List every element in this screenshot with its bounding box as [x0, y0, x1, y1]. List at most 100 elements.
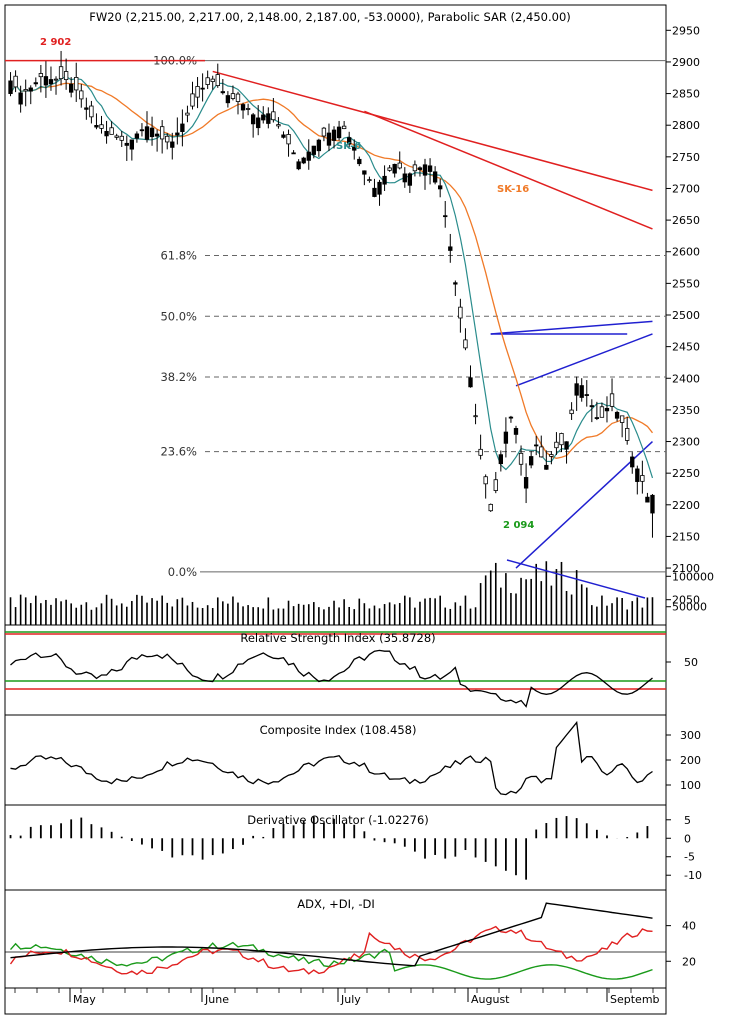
adx-tick-label: 40: [682, 920, 696, 933]
candle-body: [554, 441, 559, 449]
trend-lines: [212, 70, 653, 569]
candle-body: [235, 93, 241, 102]
candle-body: [614, 411, 620, 419]
derivative-tick-label: 5: [684, 814, 691, 827]
plus-di-line: [9, 925, 653, 976]
price-tick-label: 2900: [672, 56, 700, 69]
candle-body: [119, 135, 124, 141]
price-tick-label: 2750: [672, 151, 700, 164]
candle-body: [296, 161, 301, 170]
candle-body: [417, 167, 423, 170]
candle-body: [165, 135, 170, 143]
candle-body: [170, 141, 175, 148]
price-tick-label: 2800: [672, 119, 700, 132]
trend-line: [515, 333, 653, 387]
candle-body: [377, 181, 382, 195]
minus-di-line: [9, 941, 653, 980]
ma-short-line: [9, 75, 654, 479]
candle-body: [528, 456, 534, 466]
price-tick-label: 2150: [672, 530, 700, 543]
candle-body: [574, 383, 579, 396]
candle-body: [619, 415, 625, 423]
price-tick-label: 2350: [672, 404, 700, 417]
price-tick-label: 2250: [672, 467, 700, 480]
candle-body: [569, 409, 574, 415]
candle-body: [382, 175, 387, 185]
candle-body: [488, 503, 493, 512]
rsi-panel: Relative Strength Index (35.8728) 50: [4, 624, 698, 716]
price-tick-label: 2600: [672, 246, 700, 259]
candle-body: [215, 74, 220, 87]
derivative-axis: 5 0 -5 -10: [666, 814, 702, 882]
price-tick-label: 2200: [672, 499, 700, 512]
month-label: July: [340, 993, 361, 1006]
candle-body: [392, 163, 397, 174]
ma-long-line: [9, 82, 654, 459]
candle-body: [266, 113, 271, 124]
candle-body: [438, 185, 443, 190]
candle-body: [276, 124, 281, 127]
rsi-axis: 50: [666, 656, 698, 669]
candle-body: [316, 139, 322, 152]
candle-body: [564, 441, 569, 450]
candle-body: [240, 104, 246, 111]
volume-bars: [9, 561, 654, 625]
candle-body: [468, 377, 473, 388]
candle-body: [503, 431, 509, 444]
moving-averages: [9, 75, 654, 479]
volume-tick-label: 50000: [672, 601, 707, 614]
low-annotation: 2 094: [503, 520, 534, 531]
candle-body: [180, 123, 185, 132]
price-tick-label: 2450: [672, 341, 700, 354]
candle-body: [443, 215, 448, 218]
price-panel-title: FW20 (2,215.00, 2,217.00, 2,148.00, 2,18…: [89, 10, 571, 24]
price-tick-label: 2650: [672, 214, 700, 227]
high-annotation: 2 902: [40, 37, 71, 48]
candle-body: [321, 127, 327, 137]
candle-body: [559, 433, 564, 446]
candle-body: [630, 456, 635, 468]
price-panel-frame: [4, 4, 667, 626]
candle-body: [372, 187, 377, 197]
candle-body: [38, 73, 44, 78]
trend-line: [212, 70, 653, 192]
candle-body: [625, 428, 630, 441]
candle-body: [448, 246, 453, 251]
candle-body: [53, 78, 59, 81]
candle-body: [599, 406, 605, 418]
date-axis-frame: [4, 987, 667, 1015]
candle-body: [144, 126, 150, 140]
ma-long-label: SK-16: [497, 184, 529, 195]
candle-body: [74, 77, 79, 91]
candle-body: [518, 452, 524, 465]
candle-body: [493, 479, 498, 491]
candle-body: [185, 112, 190, 116]
candle-body: [43, 76, 49, 86]
derivative-tick-label: -10: [684, 869, 702, 882]
candle-body: [453, 282, 458, 285]
candle-body: [129, 139, 135, 150]
candle-body: [210, 78, 215, 82]
candle-body: [58, 66, 64, 80]
derivative-panel-title: Derivative Oscillator (-1.02276): [247, 813, 429, 827]
derivative-tick-label: 0: [684, 832, 691, 845]
candle-body: [175, 132, 180, 136]
candle-body: [650, 494, 655, 514]
candle-body: [33, 82, 38, 85]
candle-body: [483, 476, 488, 485]
derivative-panel: Derivative Oscillator (-1.02276) 5 0 -5 -10: [4, 804, 702, 891]
composite-tick-label: 100: [680, 779, 701, 792]
candle-body: [347, 137, 352, 145]
candle-body: [205, 77, 210, 85]
candle-body: [463, 339, 468, 349]
candle-body: [311, 145, 316, 155]
candle-body: [397, 162, 402, 169]
volume-panel: 50000 100000: [9, 559, 714, 625]
candle-body: [124, 142, 129, 146]
month-label: August: [471, 993, 510, 1006]
month-label: June: [204, 993, 229, 1006]
adx-tick-label: 20: [682, 955, 696, 968]
candle-body: [28, 87, 33, 92]
candle-body: [63, 71, 69, 81]
